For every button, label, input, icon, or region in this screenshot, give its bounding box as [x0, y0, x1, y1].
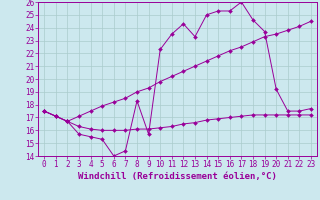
- X-axis label: Windchill (Refroidissement éolien,°C): Windchill (Refroidissement éolien,°C): [78, 172, 277, 181]
